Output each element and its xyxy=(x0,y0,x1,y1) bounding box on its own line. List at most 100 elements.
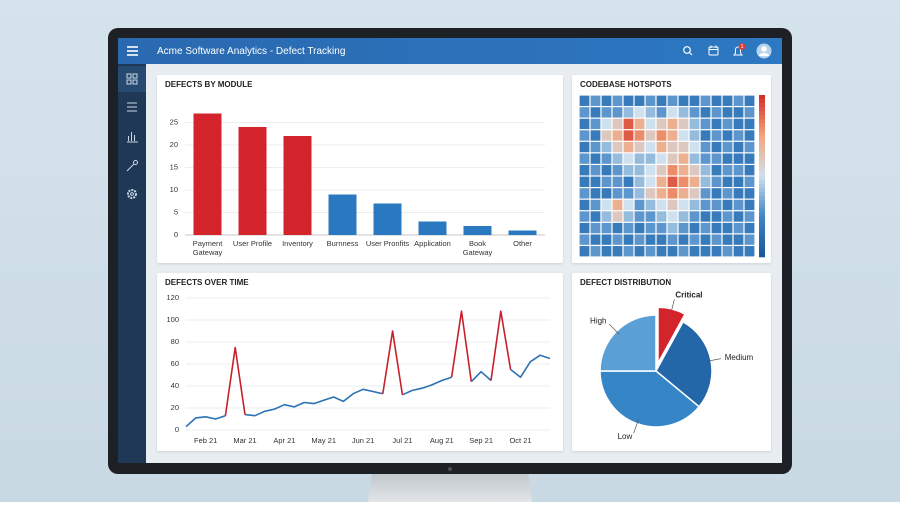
y-tick-label: 0 xyxy=(174,230,178,239)
heatmap-cell xyxy=(700,141,711,153)
heatmap-cell xyxy=(601,95,612,106)
heatmap-cell xyxy=(722,165,733,176)
bar xyxy=(193,113,222,235)
heatmap-cell xyxy=(700,234,711,245)
heatmap-cell xyxy=(590,234,601,245)
heatmap-cell xyxy=(711,176,722,187)
heatmap-cell xyxy=(612,107,623,118)
heatmap-cell xyxy=(689,153,700,164)
heatmap-cell xyxy=(601,234,612,245)
heatmap-cell xyxy=(711,234,722,245)
x-tick-label: Application xyxy=(414,239,451,248)
heatmap-cell xyxy=(656,95,667,106)
colorbar-segment xyxy=(759,163,765,169)
heatmap-cell xyxy=(656,234,667,245)
colorbar-segment xyxy=(759,155,765,161)
heatmap-cell xyxy=(601,141,612,153)
calendar-button[interactable] xyxy=(708,45,719,56)
heatmap-cell xyxy=(612,165,623,176)
heatmap-cell xyxy=(689,211,700,222)
colorbar-segment xyxy=(759,192,765,197)
heatmap-cell xyxy=(645,234,656,245)
heatmap-cell xyxy=(634,130,645,141)
heatmap-cell xyxy=(601,130,612,141)
x-tick-label: May 21 xyxy=(311,436,336,445)
heatmap-cell xyxy=(722,176,733,187)
heatmap-cell xyxy=(623,118,634,130)
heatmap-cell xyxy=(667,141,678,153)
menu-button[interactable] xyxy=(127,46,138,56)
dashboard-nav[interactable] xyxy=(126,73,138,85)
heatmap-cell xyxy=(678,211,689,222)
panel xyxy=(157,273,563,451)
colorbar-segment xyxy=(759,147,765,152)
colorbar-segment xyxy=(759,107,765,112)
heatmap-cell xyxy=(601,107,612,118)
heatmap-cell xyxy=(590,95,601,106)
heatmap-cell xyxy=(722,246,733,257)
heatmap-cell xyxy=(667,165,678,176)
heatmap-cell xyxy=(623,165,634,176)
settings-nav[interactable] xyxy=(127,189,137,199)
heatmap-cell xyxy=(711,222,722,234)
heatmap-cell xyxy=(678,222,689,234)
heatmap-cell xyxy=(678,118,689,130)
heatmap-cell xyxy=(733,107,744,118)
user-avatar[interactable] xyxy=(756,43,772,59)
bar xyxy=(373,203,402,235)
heatmap-cell xyxy=(711,95,722,106)
heatmap-cell xyxy=(634,246,645,257)
heatmap-cell xyxy=(601,222,612,234)
notifications-button[interactable]: 1 xyxy=(733,43,746,56)
bar xyxy=(418,221,447,235)
heatmap-cell xyxy=(689,222,700,234)
heatmap-cell xyxy=(689,130,700,141)
heatmap-cell xyxy=(656,153,667,164)
colorbar-segment xyxy=(759,131,765,136)
y-tick-label: 80 xyxy=(171,337,179,346)
heatmap-cell xyxy=(645,246,656,257)
heatmap-cell xyxy=(744,153,755,164)
heatmap-cell xyxy=(579,222,590,234)
heatmap-cell xyxy=(579,95,590,106)
heatmap-cell xyxy=(579,118,590,130)
colorbar-segment xyxy=(759,135,765,140)
heatmap-cell xyxy=(700,130,711,141)
heatmap-cell xyxy=(667,95,678,106)
bar xyxy=(463,226,492,235)
heatmap-cell xyxy=(656,188,667,199)
bar xyxy=(283,136,312,235)
pie-label: Critical xyxy=(675,291,702,300)
heatmap-cell xyxy=(711,246,722,257)
heatmap-cell xyxy=(634,165,645,176)
heatmap-cell xyxy=(678,95,689,106)
heatmap-cell xyxy=(590,118,601,130)
heatmap-cell xyxy=(667,188,678,199)
search-button[interactable] xyxy=(683,46,693,56)
list-nav[interactable] xyxy=(127,102,137,112)
heatmap-cell xyxy=(711,211,722,222)
heatmap-cell xyxy=(656,107,667,118)
bar xyxy=(328,194,357,235)
heatmap-cell xyxy=(590,199,601,211)
panel-title: DEFECTS OVER TIME xyxy=(165,278,249,287)
colorbar-segment xyxy=(759,184,765,189)
heatmap-cell xyxy=(689,234,700,245)
heatmap-cell xyxy=(623,141,634,153)
colorbar-segment xyxy=(759,111,765,116)
reports-nav[interactable] xyxy=(127,132,138,143)
tools-nav[interactable] xyxy=(126,160,138,172)
y-tick-label: 20 xyxy=(171,403,179,412)
heatmap-cell xyxy=(634,234,645,245)
heatmap-cell xyxy=(612,95,623,106)
heatmap-cell xyxy=(711,107,722,118)
heatmap-cell xyxy=(689,199,700,211)
heatmap-cell xyxy=(733,141,744,153)
heatmap-cell xyxy=(733,211,744,222)
colorbar-segment xyxy=(759,115,765,120)
heatmap-cell xyxy=(590,107,601,118)
colorbar-segment xyxy=(759,248,765,254)
y-tick-label: 100 xyxy=(166,315,179,324)
heatmap-cell xyxy=(612,141,623,153)
app-title: Acme Software Analytics - Defect Trackin… xyxy=(157,46,345,57)
